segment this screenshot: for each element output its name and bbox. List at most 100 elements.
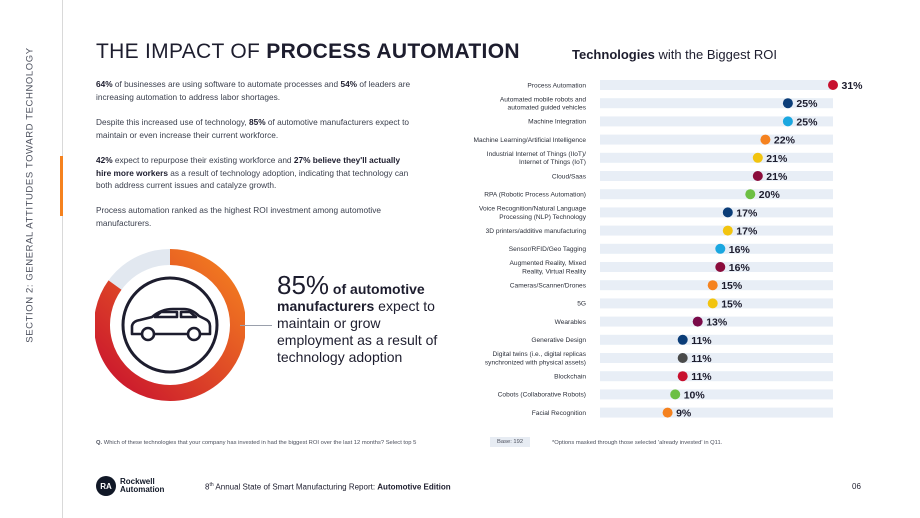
data-point [707, 280, 718, 291]
section-label: SECTION 2: GENERAL ATTITUDES TOWARD TECH… [24, 47, 36, 343]
category-label: Sensor/RFID/Geo Tagging [509, 246, 587, 253]
value-label: 21% [766, 153, 788, 165]
data-point [677, 353, 688, 363]
roi-dot-chart: Process Automation 31% Automated mobile ro… [473, 80, 864, 420]
chart-title-bold: Technologies [572, 47, 655, 62]
logo-line-1: Rockwell [120, 477, 155, 486]
value-label: 22% [774, 135, 796, 147]
accent-bar [60, 156, 63, 216]
data-point [752, 152, 763, 163]
callout-text: 85% of automotive manufacturers expect t… [277, 272, 442, 366]
car-icon [130, 307, 212, 342]
category-label: Digital twins (i.e., digital replicas syn… [485, 351, 587, 366]
question-footnote: Q. Which of these technologies that your… [96, 440, 416, 446]
value-label: 10% [684, 389, 706, 401]
row-track [600, 389, 833, 400]
data-point [760, 134, 771, 145]
value-label: 20% [759, 189, 781, 201]
page-title: THE IMPACT OF PROCESS AUTOMATION [96, 40, 520, 64]
report-mid: Annual State of Smart Manufacturing Repo… [213, 482, 378, 492]
donut-value-arc [95, 249, 245, 401]
category-label: Augmented Reality, Mixed Reality, Virtual… [510, 260, 587, 275]
stat-64: 64% [96, 79, 113, 89]
donut-chart [95, 249, 245, 401]
value-label: 17% [736, 226, 758, 238]
value-label: 11% [691, 353, 712, 365]
data-point [745, 189, 756, 200]
left-sidebar: SECTION 2: GENERAL ATTITUDES TOWARD TECH… [0, 0, 63, 518]
intro-text: of leaders are increasing automation to … [96, 79, 411, 102]
data-point [828, 80, 838, 90]
data-point [670, 389, 681, 400]
row-track [600, 353, 833, 363]
intro-text: Despite this increased use of technology… [96, 117, 249, 127]
chart-title: Technologies with the Biggest ROI [572, 47, 777, 62]
row-track [600, 334, 833, 345]
page-number: 06 [852, 482, 861, 491]
row-track [600, 98, 833, 109]
row-track [600, 152, 833, 163]
row-track [600, 189, 833, 200]
report-bold: Automotive Edition [377, 482, 451, 492]
value-label: 25% [796, 116, 818, 128]
category-label: Facial Recognition [532, 410, 587, 417]
stat-27: 27% believe they'll actually hire more w… [96, 155, 401, 178]
category-label: Cobots (Collaborative Robots) [498, 392, 586, 399]
value-label: 21% [766, 171, 788, 183]
row-track [600, 407, 833, 418]
category-label: Cameras/Scanner/Drones [510, 283, 587, 290]
callout-bold: of automotive manufacturers [277, 281, 425, 314]
category-label: Wearables [555, 319, 587, 326]
data-point [715, 262, 726, 272]
row-track [600, 80, 833, 90]
question-text: Which of these technologies that your co… [102, 440, 417, 446]
category-label: Cloud/Saas [552, 173, 587, 180]
intro-text: of businesses are using software to auto… [112, 79, 341, 89]
callout-percent: 85% [277, 270, 330, 300]
row-track [600, 116, 833, 127]
data-point [752, 171, 763, 181]
category-label: Industrial Internet of Things (IIoT)/Int… [487, 151, 586, 166]
options-note: *Options masked through those selected '… [552, 440, 723, 446]
data-point [782, 116, 793, 127]
data-point [677, 334, 688, 345]
logo-mark-icon: RA [96, 476, 116, 496]
intro-paragraph-4: Process automation ranked as the highest… [96, 205, 382, 228]
value-label: 11% [691, 371, 712, 383]
row-track [600, 371, 833, 382]
data-point [692, 316, 703, 327]
data-point [707, 298, 718, 309]
intro-paragraph-3: 42% expect to repurpose their existing w… [96, 154, 416, 192]
intro-paragraph-2: Despite this increased use of technology… [96, 116, 416, 141]
category-label: Generative Design [531, 337, 586, 344]
category-label: Machine Learning/Artificial Intelligence [473, 137, 586, 144]
callout-rest: expect to maintain or grow employment as… [277, 298, 438, 365]
data-point [722, 225, 733, 236]
report-title: 8th Annual State of Smart Manufacturing … [205, 482, 451, 492]
intro-paragraph-1: 64% of businesses are using software to … [96, 78, 416, 103]
data-point [677, 371, 688, 382]
rockwell-logo: RA Rockwell Automation [96, 476, 164, 496]
logo-line-2: Automation [120, 485, 165, 494]
category-label: RPA (Robotic Process Automation) [484, 192, 586, 199]
category-label: Voice Recognition/Natural Language Proces… [479, 206, 587, 221]
row-track [600, 316, 833, 327]
row-track [600, 207, 833, 218]
intro-text: of automotive manufacturers expect to ma… [96, 117, 410, 140]
value-label: 31% [842, 80, 864, 92]
value-label: 13% [706, 317, 728, 329]
car-icon-ring [121, 276, 219, 374]
data-point [782, 98, 793, 109]
callout-connector [240, 325, 272, 326]
value-label: 17% [736, 207, 758, 219]
value-label: 16% [729, 262, 751, 274]
stat-54: 54% [340, 79, 358, 89]
intro-text: expect to repurpose their existing workf… [112, 155, 294, 165]
category-label: Machine Integration [528, 119, 586, 126]
stat-85: 85% [248, 117, 266, 127]
category-label: Blockchain [554, 374, 586, 381]
value-label: 16% [729, 244, 751, 256]
question-prefix: Q. [96, 440, 103, 446]
category-label: Process Automation [527, 82, 586, 89]
row-track [600, 134, 833, 145]
